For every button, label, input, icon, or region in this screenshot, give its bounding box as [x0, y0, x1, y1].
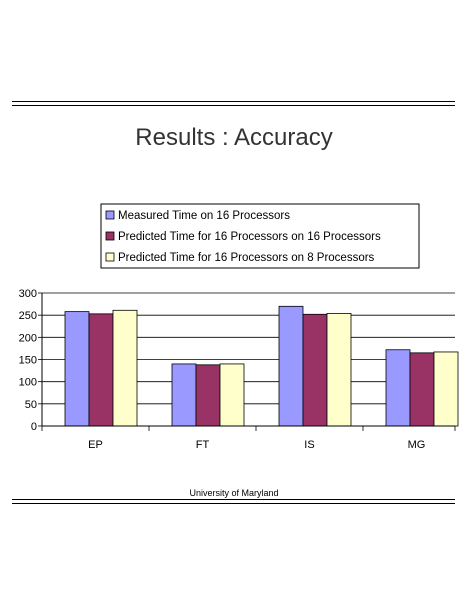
bar-is-series-3: [326, 312, 352, 427]
footer-text: University of Maryland: [189, 488, 279, 498]
chart-legend: Measured Time on 16 Processors Predicted …: [100, 203, 420, 269]
x-tick-label-is: IS: [304, 439, 314, 451]
bar-is-series-2: [302, 313, 328, 427]
x-tick-label-ft: FT: [196, 439, 210, 451]
y-tick-label-200: 200: [19, 332, 37, 344]
x-tick-label-ep: EP: [88, 439, 103, 451]
legend-swatch-1: [105, 210, 115, 220]
legend-label-1: Measured Time on 16 Processors: [118, 210, 290, 222]
bar-ft-series-3: [219, 363, 245, 427]
bar-is-series-1: [278, 305, 304, 427]
top-rule-2: [12, 105, 455, 106]
y-tick-label-50: 50: [25, 399, 37, 411]
bar-mg-series-2: [409, 352, 435, 427]
legend-label-2: Predicted Time for 16 Processors on 16 P…: [118, 231, 381, 243]
legend-swatch-2: [105, 231, 115, 241]
y-tick-label-150: 150: [19, 355, 37, 367]
bar-ep-series-1: [64, 311, 90, 427]
bar-chart: Measured Time on 16 Processors Predicted …: [19, 203, 459, 451]
legend-swatch-3: [105, 252, 115, 262]
x-tick-label-mg: MG: [408, 439, 426, 451]
bar-mg-series-1: [385, 349, 411, 427]
legend-label-3: Predicted Time for 16 Processors on 8 Pr…: [118, 252, 375, 264]
y-tick-label-100: 100: [19, 377, 37, 389]
chart-axes: 0 50 100 150 200 250 300 EP FT IS MG: [19, 288, 456, 451]
bar-ep-series-2: [88, 313, 114, 427]
bar-ep-series-3: [112, 309, 138, 427]
page-title: Results : Accuracy: [135, 124, 333, 151]
legend-box: [100, 203, 420, 269]
bar-mg-series-3: [433, 351, 459, 427]
y-tick-label-0: 0: [31, 421, 37, 433]
y-tick-label-250: 250: [19, 310, 37, 322]
bottom-rule-2: [12, 503, 455, 504]
bar-ft-series-2: [195, 364, 221, 427]
bottom-rule-1: [12, 499, 455, 500]
bar-ft-series-1: [171, 363, 197, 427]
chart-bars: [64, 305, 459, 427]
y-tick-label-300: 300: [19, 288, 37, 300]
top-rule-1: [12, 101, 455, 102]
